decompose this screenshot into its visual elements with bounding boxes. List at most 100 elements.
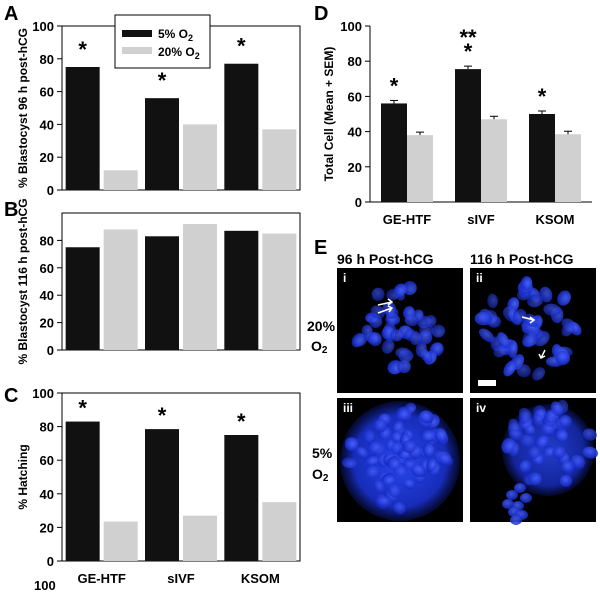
bar: [103, 521, 138, 561]
panel-letter-b: B: [4, 199, 18, 221]
y-tick-label: 80: [40, 52, 54, 67]
chart-d: 0 20 40 60 80 100 Total Cell (Mean + SEM) * GE-H…: [322, 19, 592, 227]
bar: [224, 435, 259, 561]
y-tick-label: 80: [40, 233, 54, 248]
y-tick-label: 20: [348, 160, 362, 175]
row-label-5pct-o2: O2: [312, 466, 329, 484]
bar: [381, 103, 407, 202]
x-tick-label: GE-HTF: [383, 212, 431, 227]
micrograph-label-iii: iii: [343, 401, 353, 415]
panel-letter-a: A: [4, 3, 18, 25]
stray-tick-label: 100: [34, 578, 56, 592]
bar: [145, 429, 179, 561]
bar: [103, 229, 138, 350]
micrograph-ii: ii: [470, 268, 596, 393]
bar: [529, 114, 555, 202]
significance-star: *: [464, 39, 473, 64]
x-tick-label: GE-HTF: [77, 571, 125, 586]
y-tick-label: 40: [40, 117, 54, 132]
y-tick-label: 100: [32, 386, 54, 401]
arrow-icon: [521, 316, 536, 324]
significance-star: *: [237, 409, 246, 434]
bar: [145, 236, 179, 350]
significance-star: *: [390, 73, 399, 98]
bar: [555, 134, 581, 202]
y-tick-label: 60: [40, 453, 54, 468]
x-tick-label: sIVF: [467, 212, 495, 227]
bar: [262, 502, 297, 561]
y-axis-title: % Blastocyst 116 h post-hCG: [16, 198, 30, 364]
x-tick-label: KSOM: [536, 212, 575, 227]
y-tick-label: 20: [40, 520, 54, 535]
col-header-116h: 116 h Post-hCG: [470, 251, 574, 267]
x-tick-label: KSOM: [241, 571, 280, 586]
panel-letter-e: E: [314, 237, 327, 259]
chart-a: 0 20 40 60 80 100% Blastocyst 96 h post-hCG * *…: [16, 19, 301, 198]
panel-letter-c: C: [4, 385, 18, 407]
panel-e: 96 h Post-hCG 116 h Post-hCG 20% O2 5% O…: [307, 251, 598, 525]
y-tick-label: 40: [40, 487, 54, 502]
legend-box: [114, 14, 211, 69]
y-tick-label: 20: [40, 316, 54, 331]
significance-star: *: [78, 396, 87, 421]
bar: [65, 67, 100, 190]
y-tick-label: 100: [340, 19, 362, 34]
bar: [407, 135, 433, 202]
arrow-icon: [377, 298, 394, 306]
bar: [145, 98, 179, 190]
y-tick-label: 40: [348, 125, 362, 140]
x-tick-label: sIVF: [167, 571, 195, 586]
y-tick-label: 100: [32, 19, 54, 34]
row-label-20pct-o2: O2: [311, 338, 328, 356]
row-label-20pct: 20%: [307, 318, 336, 334]
nuclei-cluster-iii: [341, 402, 453, 515]
chart-c: 0 20 40 60 80 100 % Hatching * GE-HTF * sIVF * KSOM: [16, 386, 301, 586]
micrograph-label-iv: iv: [476, 401, 486, 415]
bar: [65, 421, 100, 561]
significance-star: *: [78, 37, 87, 62]
bar: [455, 69, 481, 203]
arrow-icon: [377, 305, 394, 314]
micrograph-iii: iii: [337, 398, 463, 522]
significance-star: *: [237, 34, 246, 59]
significance-star-double: **: [459, 25, 477, 50]
col-header-96h: 96 h Post-hCG: [337, 251, 434, 267]
bar: [65, 247, 100, 350]
nuclei-cluster-iv: [501, 399, 598, 525]
bar: [103, 170, 138, 190]
y-tick-label: 60: [348, 89, 362, 104]
panel-letter-d: D: [314, 3, 328, 25]
legend-label-20pct: 20% O2: [158, 45, 200, 61]
row-label-5pct: 5%: [312, 445, 333, 461]
y-tick-label: 0: [355, 195, 362, 210]
y-tick-label: 20: [40, 150, 54, 165]
y-tick-label: 0: [47, 343, 54, 358]
bar: [262, 233, 297, 350]
y-tick-label: 0: [47, 183, 54, 198]
legend-label-5pct: 5% O2: [158, 27, 193, 43]
significance-star: *: [538, 84, 547, 109]
legend-swatch-20pct: [122, 47, 152, 54]
micrograph-iv: iv: [470, 398, 598, 525]
legend: 5% O2 20% O2: [114, 14, 211, 69]
y-axis-title: Total Cell (Mean + SEM): [322, 47, 336, 182]
y-tick-label: 60: [40, 261, 54, 276]
y-axis-title: % Blastocyst 96 h post-hCG: [16, 28, 30, 188]
bar: [183, 124, 217, 190]
y-tick-label: 60: [40, 85, 54, 100]
arrow-icon: [538, 349, 546, 360]
plot-frame: [61, 212, 301, 351]
micrograph-i: i: [337, 268, 463, 393]
chart-b: 0 20 40 60 80 % Blastocyst 116 h post-hCG: [16, 198, 301, 365]
plot-frame: [61, 392, 301, 562]
bar: [224, 230, 259, 350]
scale-bar: [478, 380, 496, 386]
micrograph-label-ii: ii: [476, 271, 483, 285]
nuclei-cluster-i: [351, 281, 446, 375]
bar: [224, 63, 259, 190]
y-tick-label: 0: [47, 554, 54, 569]
bar: [481, 119, 507, 202]
bar: [183, 223, 217, 350]
significance-star: *: [158, 403, 167, 428]
